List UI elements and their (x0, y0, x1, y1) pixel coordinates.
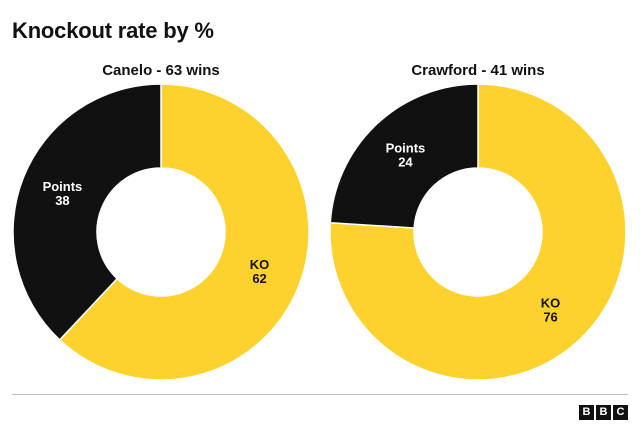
bbc-logo-letter: C (613, 405, 628, 420)
slice-ko (329, 83, 627, 381)
slice-ko (58, 83, 310, 381)
footer-divider (12, 394, 628, 395)
slice-label-points: Points 24 (386, 141, 426, 170)
slice-points (329, 83, 479, 229)
donut-title: Crawford - 41 wins (411, 62, 544, 79)
donut-title: Canelo - 63 wins (102, 62, 220, 79)
bbc-logo-letter: B (596, 405, 611, 420)
slice-points (12, 83, 162, 341)
bbc-logo: B B C (579, 405, 628, 420)
donut-chart-canelo: Canelo - 63 wins KO 62 Points 38 (12, 62, 310, 381)
chart-title: Knockout rate by % (12, 18, 214, 43)
slice-label-ko: KO 76 (541, 295, 561, 324)
slice-label-points: Points 38 (43, 179, 83, 208)
bbc-logo-letter: B (579, 405, 594, 420)
donut-chart-crawford: Crawford - 41 wins KO 76 Points 24 (329, 62, 627, 381)
slice-label-ko: KO 62 (250, 257, 270, 286)
